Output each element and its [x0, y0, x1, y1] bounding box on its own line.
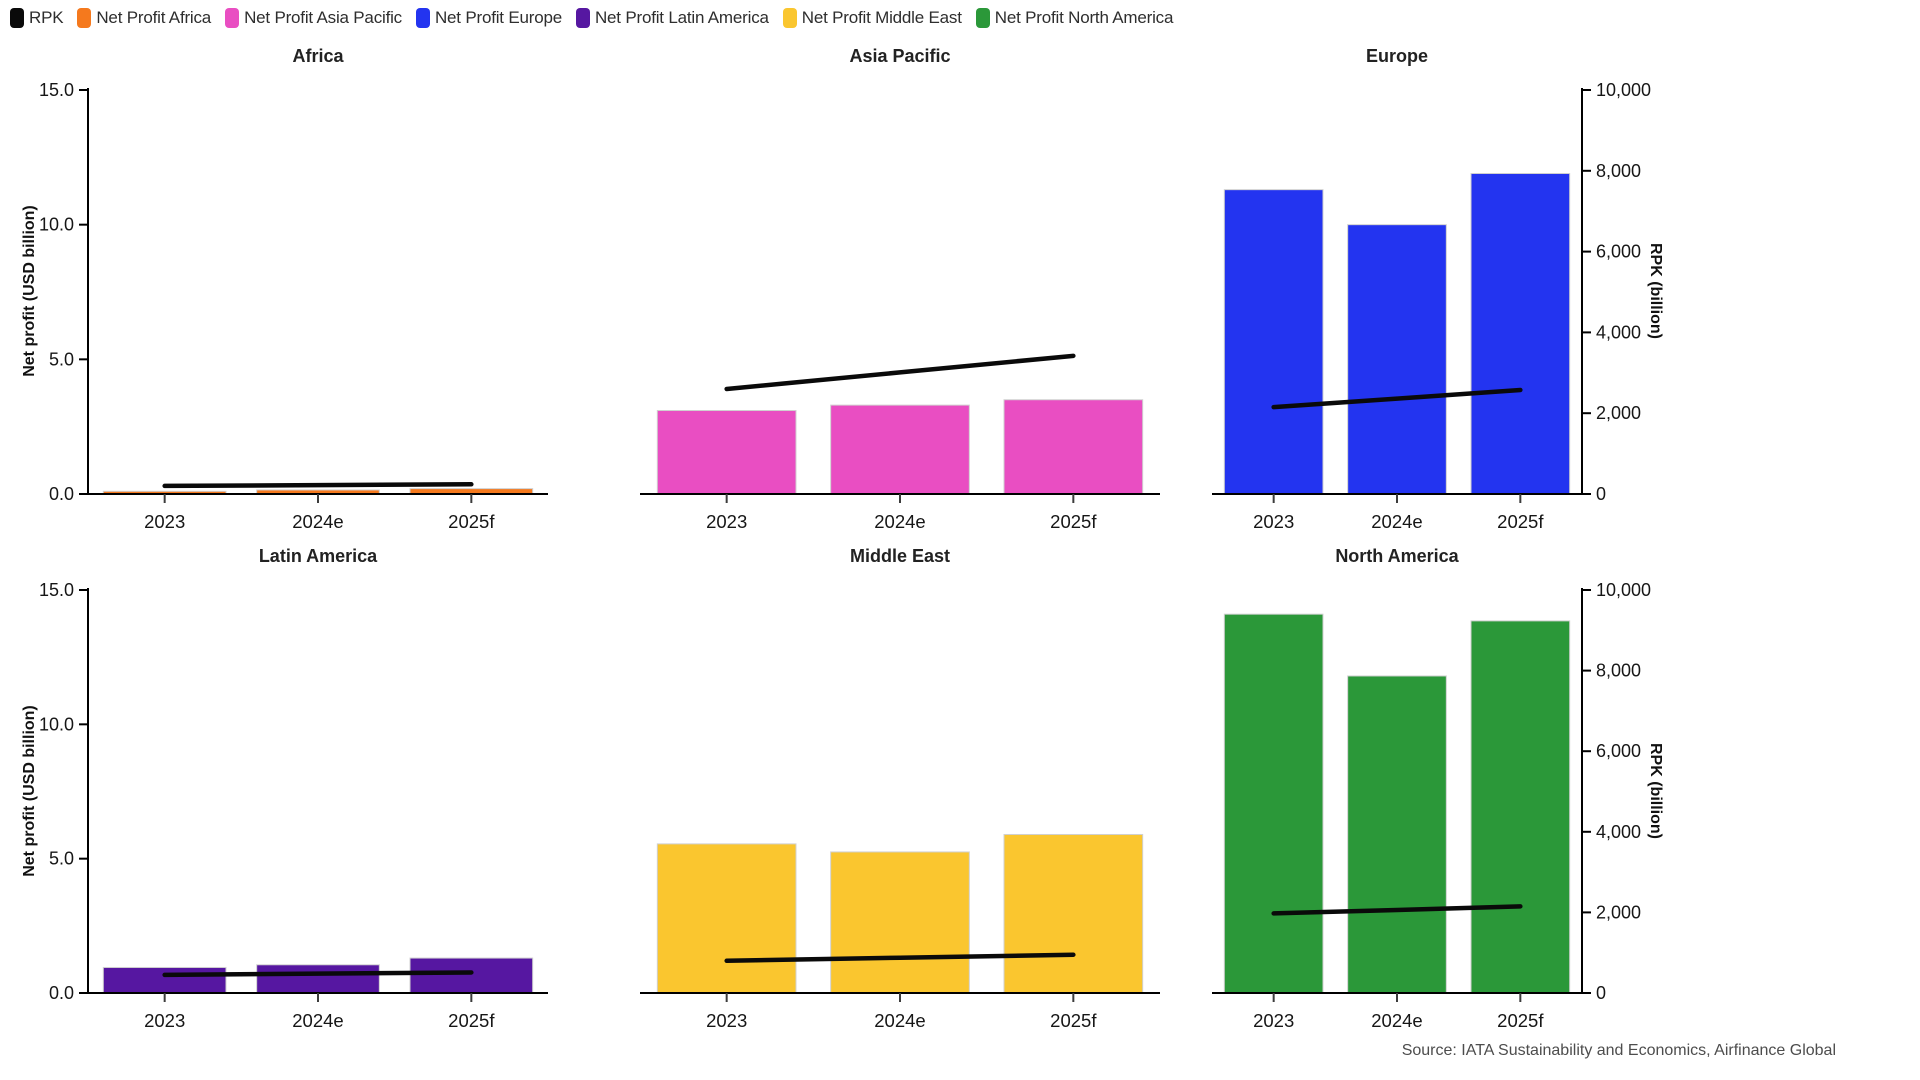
- rpk-line-africa: [162, 482, 474, 489]
- subplot-title-latin-america: Latin America: [258, 546, 378, 566]
- legend-item-latin-america: Net Profit Latin America: [575, 8, 769, 28]
- legend-label: Net Profit Middle East: [801, 8, 962, 27]
- x-tick-label-2023: 2023: [706, 511, 747, 532]
- subplot-asia-pacific: 2023 2024e 2025f: [640, 353, 1160, 532]
- bar-latin-america-2024e: [256, 964, 380, 994]
- y-tick-label-right: 10,000: [1596, 80, 1651, 100]
- legend-item-africa: Net Profit Africa: [77, 8, 211, 28]
- legend-label: Net Profit Africa: [96, 8, 212, 27]
- source-note: Source: IATA Sustainability and Economic…: [1401, 1042, 1836, 1059]
- bar-europe-2023: [1223, 189, 1324, 495]
- subplot-title-europe: Europe: [1365, 46, 1428, 66]
- africa-swatch-icon: [77, 8, 92, 28]
- bar-latin-america-2023: [102, 966, 227, 994]
- x-tick-label-2023: 2023: [706, 1010, 747, 1031]
- bar-north-america-2023: [1223, 613, 1324, 994]
- latin-america-swatch-icon: [575, 8, 590, 28]
- y-tick-label-right: 4,000: [1596, 822, 1641, 842]
- rpk-line-europe: [1271, 387, 1523, 410]
- legend-item-europe: Net Profit Europe: [415, 8, 562, 28]
- y-tick-label-left: 15.0: [39, 580, 74, 600]
- bar-middle-east-2023: [656, 843, 797, 994]
- x-tick-label-2024e: 2024e: [292, 1010, 343, 1031]
- x-tick-label-2025f: 2025f: [1497, 511, 1544, 532]
- x-tick-label-2025f: 2025f: [1497, 1010, 1544, 1031]
- bar-latin-america-2025f: [409, 957, 534, 994]
- legend-label: Net Profit Asia Pacific: [244, 8, 402, 27]
- subplot-title-middle-east: Middle East: [849, 546, 951, 566]
- y-tick-label-left: 5.0: [49, 849, 74, 869]
- bar-asia-pacific-2024e: [830, 404, 970, 495]
- x-tick-label-2025f: 2025f: [448, 1010, 495, 1031]
- x-tick-label-2025f: 2025f: [448, 511, 495, 532]
- subplot-africa: 2023 2024e 2025f 0.0 5.0 10.0 15.0: [39, 80, 548, 532]
- x-tick-label-2024e: 2024e: [1371, 511, 1422, 532]
- legend-item-north-america: Net Profit North America: [975, 8, 1174, 28]
- subplot-title-north-america: North America: [1335, 546, 1459, 566]
- rpk-line-asia-pacific: [724, 353, 1076, 392]
- x-tick-label-2023: 2023: [144, 511, 185, 532]
- y-tick-label-left: 0.0: [49, 983, 74, 1003]
- subplot-title-asia-pacific: Asia Pacific: [849, 46, 951, 66]
- y-tick-label-left: 10.0: [39, 714, 74, 734]
- north-america-swatch-icon: [975, 8, 990, 28]
- rpk-line-middle-east: [724, 952, 1076, 964]
- bar-europe-2025f: [1470, 172, 1571, 495]
- y-tick-label-right: 0: [1596, 983, 1606, 1003]
- y-tick-label-left: 5.0: [49, 349, 74, 369]
- legend-label: Net Profit Europe: [434, 8, 562, 27]
- y-tick-label-left: 0.0: [49, 484, 74, 504]
- y-tick-label-left: 15.0: [39, 80, 74, 100]
- bar-asia-pacific-2023: [656, 410, 797, 495]
- subplot-title-africa: Africa: [292, 46, 344, 66]
- y-tick-label-right: 4,000: [1596, 322, 1641, 342]
- y-tick-label-right: 8,000: [1596, 161, 1641, 181]
- y-tick-label-right: 6,000: [1596, 242, 1641, 262]
- legend-label: Net Profit North America: [994, 8, 1174, 27]
- y-tick-label-right: 2,000: [1596, 902, 1641, 922]
- x-tick-label-2025f: 2025f: [1050, 1010, 1097, 1031]
- x-tick-label-2023: 2023: [1253, 1010, 1294, 1031]
- y-tick-label-right: 8,000: [1596, 661, 1641, 681]
- x-tick-label-2024e: 2024e: [874, 511, 925, 532]
- y-tick-label-right: 6,000: [1596, 741, 1641, 761]
- y-tick-label-right: 10,000: [1596, 580, 1651, 600]
- x-tick-label-2023: 2023: [1253, 511, 1294, 532]
- x-tick-label-2023: 2023: [144, 1010, 185, 1031]
- middle-east-swatch-icon: [782, 8, 797, 28]
- subplot-middle-east: 2023 2024e 2025f: [640, 833, 1160, 1031]
- bar-middle-east-2025f: [1003, 833, 1144, 994]
- rpk-swatch-icon: [10, 8, 24, 28]
- subplot-latin-america: 2023 2024e 2025f 0.0 5.0 10.0 15.0: [39, 580, 548, 1031]
- rpk-line-latin-america: [162, 970, 474, 978]
- bar-middle-east-2024e: [830, 851, 970, 994]
- y-tick-label-left: 10.0: [39, 215, 74, 235]
- legend-label: RPK: [29, 8, 64, 27]
- x-tick-label-2024e: 2024e: [292, 511, 343, 532]
- legend-item-rpk: RPK: [10, 8, 64, 28]
- bar-north-america-2025f: [1470, 620, 1571, 994]
- y-tick-label-right: 0: [1596, 484, 1606, 504]
- x-tick-label-2024e: 2024e: [874, 1010, 925, 1031]
- y-tick-label-right: 2,000: [1596, 403, 1641, 423]
- legend-item-middle-east: Net Profit Middle East: [782, 8, 962, 28]
- subplot-europe: 2023 2024e 2025f 0 2,000 4,000 6,000 8,000 10,00…: [1212, 80, 1651, 532]
- asia-pacific-swatch-icon: [225, 8, 240, 28]
- legend-label: Net Profit Latin America: [594, 8, 769, 27]
- x-tick-label-2025f: 2025f: [1050, 511, 1097, 532]
- bar-asia-pacific-2025f: [1003, 399, 1144, 495]
- x-tick-label-2024e: 2024e: [1371, 1010, 1422, 1031]
- rpk-line-north-america: [1271, 904, 1523, 916]
- legend: RPK Net Profit Africa Net Profit Asia Pa…: [10, 8, 1173, 28]
- europe-swatch-icon: [415, 8, 430, 28]
- legend-item-asia-pacific: Net Profit Asia Pacific: [225, 8, 402, 28]
- bar-europe-2024e: [1347, 224, 1447, 495]
- bar-north-america-2024e: [1347, 675, 1447, 994]
- subplot-north-america: 2023 2024e 2025f 0 2,000 4,000 6,000 8,000 10,00…: [1212, 580, 1651, 1031]
